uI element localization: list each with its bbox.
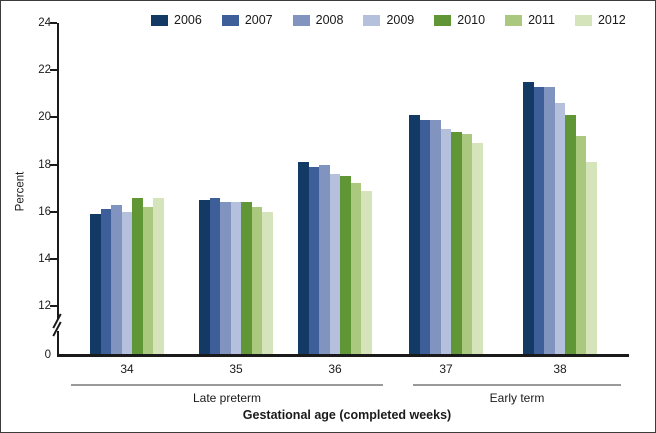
legend-item: 2010 xyxy=(434,13,485,27)
legend-swatch xyxy=(434,14,452,26)
legend-label: 2012 xyxy=(597,13,626,27)
legend-swatch xyxy=(151,14,168,26)
bar-2009-week-36 xyxy=(329,174,340,354)
bar-2006-week-37 xyxy=(409,115,420,354)
y-tick-mark xyxy=(50,116,57,119)
bar-2012-week-38 xyxy=(586,162,597,354)
week-label: 34 xyxy=(120,362,134,376)
legend-item: 2012 xyxy=(574,13,626,27)
legend-swatch xyxy=(363,14,381,26)
y-tick-mark xyxy=(50,22,57,24)
legend-swatch xyxy=(505,14,523,26)
legend-item: 2008 xyxy=(292,13,344,27)
bar-2008-week-35 xyxy=(220,202,231,354)
x-axis-title: Gestational age (completed weeks) xyxy=(242,408,452,422)
late-preterm-label: Late preterm xyxy=(192,391,262,405)
y-tick-mark xyxy=(50,69,57,72)
bar-2010-week-36 xyxy=(340,176,351,354)
legend-label: 2011 xyxy=(528,13,555,27)
legend-item: 2011 xyxy=(505,13,555,27)
bar-2011-week-36 xyxy=(350,183,361,354)
y-tick-label: 18 xyxy=(38,158,51,171)
legend-swatch xyxy=(292,14,310,26)
legend-item: 2006 xyxy=(151,13,202,27)
bar-2012-week-35 xyxy=(262,211,273,354)
bar-2009-week-38 xyxy=(554,103,565,354)
bar-2012-week-36 xyxy=(361,190,372,354)
y-tick-label: 20 xyxy=(38,111,51,124)
y-tick-label: 16 xyxy=(38,205,51,218)
bar-2011-week-37 xyxy=(461,133,472,354)
legend-label: 2010 xyxy=(457,13,486,27)
late-preterm-bracket xyxy=(71,384,383,386)
week-label: 36 xyxy=(328,362,342,376)
bar-2008-week-34 xyxy=(111,204,122,354)
y-tick-mark xyxy=(50,210,57,213)
bar-2008-week-37 xyxy=(430,119,441,354)
legend-item: 2007 xyxy=(221,13,273,27)
bar-2008-week-38 xyxy=(544,86,555,354)
y-tick-label-zero: 0 xyxy=(44,349,51,361)
y-tick-mark xyxy=(50,305,57,308)
bar-2012-week-37 xyxy=(472,143,483,354)
bar-2009-week-35 xyxy=(230,202,241,354)
bar-2009-week-34 xyxy=(121,211,132,354)
y-axis-line xyxy=(57,23,59,319)
legend-label: 2007 xyxy=(244,13,273,27)
early-term-bracket xyxy=(413,384,621,386)
bar-2009-week-37 xyxy=(440,129,451,354)
bar-2006-week-34 xyxy=(90,214,101,354)
bar-2006-week-35 xyxy=(199,200,210,354)
x-axis-line xyxy=(57,354,629,357)
bar-2007-week-37 xyxy=(419,119,430,354)
bar-2007-week-38 xyxy=(533,86,544,354)
bar-2012-week-34 xyxy=(153,197,164,354)
early-term-label: Early term xyxy=(489,391,545,405)
legend: 2006 2007 2008 2009 2010 2011 2012 xyxy=(151,13,626,27)
week-label: 37 xyxy=(439,362,453,376)
legend-label: 2009 xyxy=(386,13,415,27)
bar-2010-week-34 xyxy=(132,197,143,354)
bar-2011-week-34 xyxy=(142,207,153,354)
legend-label: 2008 xyxy=(315,13,344,27)
y-tick-mark xyxy=(50,258,57,260)
bar-2010-week-38 xyxy=(565,115,576,354)
y-tick-label: 12 xyxy=(38,300,51,313)
y-tick-label: 14 xyxy=(38,253,51,265)
bar-2010-week-37 xyxy=(451,131,462,354)
legend-swatch xyxy=(221,14,239,26)
y-tick-label: 24 xyxy=(38,17,51,29)
bar-2006-week-38 xyxy=(523,82,534,354)
y-axis-line xyxy=(57,331,59,357)
bar-2008-week-36 xyxy=(319,164,330,354)
bar-2007-week-35 xyxy=(209,197,220,354)
bar-2010-week-35 xyxy=(241,202,252,354)
bar-2006-week-36 xyxy=(298,162,309,354)
legend-swatch xyxy=(574,14,592,26)
bar-2011-week-35 xyxy=(251,207,262,354)
legend-label: 2006 xyxy=(174,13,202,27)
y-tick-mark xyxy=(50,163,57,166)
week-label: 35 xyxy=(229,362,243,376)
bar-2011-week-38 xyxy=(575,136,586,354)
week-label: 38 xyxy=(553,362,567,376)
legend-item: 2009 xyxy=(363,13,414,27)
bar-2007-week-34 xyxy=(100,209,111,354)
y-tick-label: 22 xyxy=(38,64,51,77)
bar-2007-week-36 xyxy=(308,166,319,354)
